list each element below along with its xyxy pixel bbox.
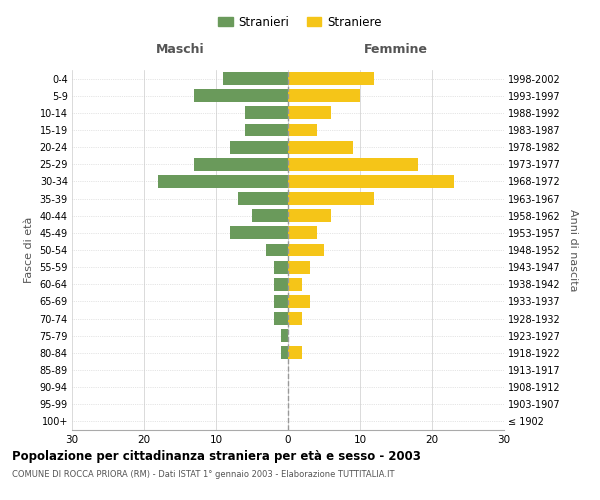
Bar	[288, 140, 353, 153]
Bar	[274, 278, 288, 290]
Bar	[274, 312, 288, 325]
Bar	[245, 106, 288, 120]
Legend: Stranieri, Straniere: Stranieri, Straniere	[214, 11, 386, 34]
Bar	[288, 244, 324, 256]
Y-axis label: Anni di nascita: Anni di nascita	[568, 209, 578, 291]
Bar	[288, 312, 302, 325]
Bar	[245, 124, 288, 136]
Bar	[288, 278, 302, 290]
Bar	[288, 210, 331, 222]
Bar	[266, 244, 288, 256]
Bar	[288, 175, 454, 188]
Text: COMUNE DI ROCCA PRIORA (RM) - Dati ISTAT 1° gennaio 2003 - Elaborazione TUTTITAL: COMUNE DI ROCCA PRIORA (RM) - Dati ISTAT…	[12, 470, 395, 479]
Text: Popolazione per cittadinanza straniera per età e sesso - 2003: Popolazione per cittadinanza straniera p…	[12, 450, 421, 463]
Bar	[274, 295, 288, 308]
Bar	[281, 330, 288, 342]
Bar	[288, 226, 317, 239]
Bar	[288, 346, 302, 360]
Bar	[194, 158, 288, 170]
Bar	[238, 192, 288, 205]
Bar	[288, 295, 310, 308]
Text: Femmine: Femmine	[364, 44, 428, 57]
Bar	[288, 158, 418, 170]
Bar	[288, 192, 374, 205]
Bar	[230, 226, 288, 239]
Bar	[274, 260, 288, 274]
Text: Maschi: Maschi	[155, 44, 205, 57]
Bar	[288, 106, 331, 120]
Bar	[194, 90, 288, 102]
Bar	[288, 72, 374, 85]
Bar	[288, 260, 310, 274]
Bar	[230, 140, 288, 153]
Bar	[158, 175, 288, 188]
Bar	[223, 72, 288, 85]
Bar	[252, 210, 288, 222]
Bar	[288, 90, 360, 102]
Y-axis label: Fasce di età: Fasce di età	[24, 217, 34, 283]
Bar	[281, 346, 288, 360]
Bar	[288, 124, 317, 136]
